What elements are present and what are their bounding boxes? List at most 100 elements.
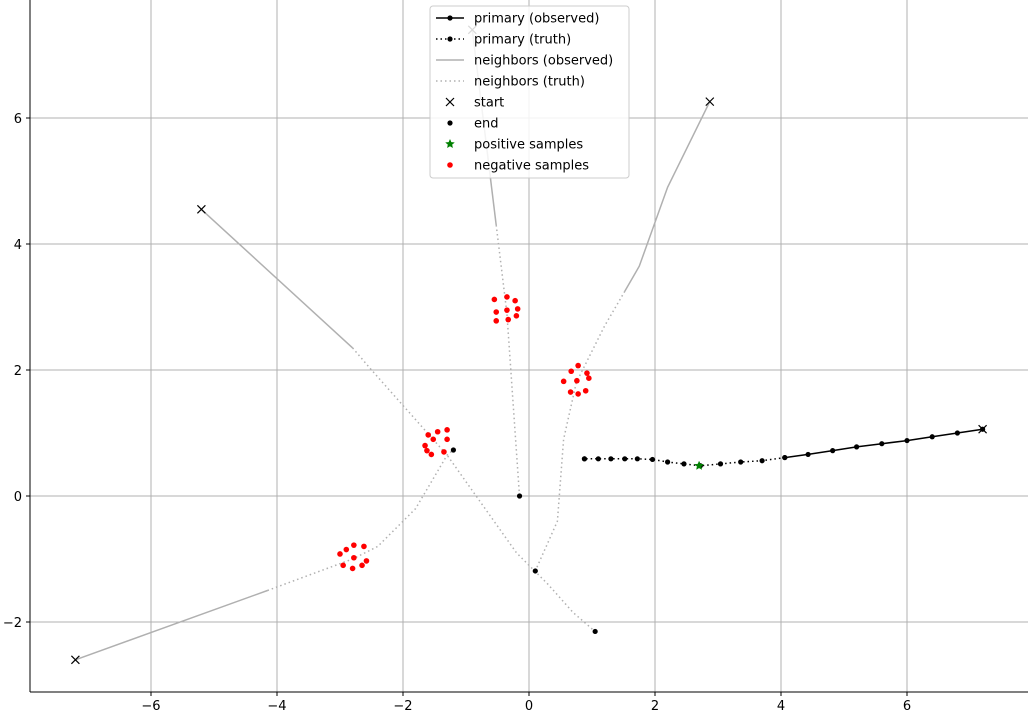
x-stroke	[445, 97, 455, 107]
x-tick-label: −4	[267, 699, 286, 714]
x-tick-label: −6	[141, 699, 160, 714]
negative-sample-point	[349, 565, 356, 572]
negative-sample-point	[575, 362, 581, 369]
primary-end-marker	[581, 456, 588, 462]
x-tick-label: 6	[903, 699, 911, 714]
negative-sample-point	[568, 368, 575, 375]
legend-label: primary (observed)	[474, 12, 599, 27]
negative-sample-point	[504, 294, 510, 300]
legend-dot-icon	[447, 120, 453, 126]
neighbor-truth-line	[495, 225, 521, 497]
negative-sample-point	[586, 375, 592, 381]
neighbor-truth-line	[534, 290, 626, 572]
neighbor-end-marker	[532, 568, 538, 574]
primary-point	[595, 456, 601, 462]
legend-dot-icon	[447, 36, 453, 42]
primary-point	[954, 430, 961, 436]
neighbor-observed-line	[75, 589, 268, 661]
primary-point	[717, 461, 724, 467]
x-tick-label: 0	[525, 699, 533, 714]
legend-entry: neighbors (truth)	[436, 75, 585, 90]
y-tick-label: 4	[14, 238, 22, 253]
x-stroke	[196, 204, 206, 214]
legend-label: end	[474, 117, 499, 132]
negative-sample-point	[567, 389, 574, 395]
primary-point	[805, 451, 811, 458]
neighbor-start-marker	[196, 204, 206, 214]
primary-point	[854, 444, 860, 450]
x-stroke	[978, 424, 988, 434]
legend-box	[429, 5, 630, 179]
negative-sample-point	[340, 562, 346, 569]
tick-labels: −6 −4 −2 0 2 4 6 −2 0 2 4 6	[3, 112, 911, 714]
negative-sample-point	[514, 306, 521, 312]
negative-sample-point	[441, 449, 447, 455]
negative-sample-point	[444, 427, 450, 433]
neighbor-truth-line	[352, 347, 596, 633]
neighbor-start-marker	[70, 655, 80, 665]
negative-sample-point	[584, 370, 590, 376]
legend-label: neighbors (truth)	[474, 75, 585, 90]
negative-sample-point	[363, 558, 370, 564]
primary-point	[649, 456, 656, 463]
negative-sample-point	[493, 318, 500, 324]
positive-sample-star	[694, 460, 705, 470]
legend-label: positive samples	[474, 138, 583, 153]
legend-entry: start	[445, 96, 504, 111]
negative-sample-point	[493, 309, 500, 315]
primary-point	[665, 459, 671, 465]
y-tick-label: 0	[14, 490, 22, 505]
negative-sample-point	[505, 316, 512, 323]
legend-label: start	[474, 96, 504, 111]
negative-sample-point	[337, 551, 343, 557]
negative-sample-point	[574, 377, 580, 384]
negative-sample-point	[575, 391, 581, 397]
neighbor-observed-line	[200, 208, 354, 349]
negative-sample-point	[359, 562, 365, 569]
negative-sample-point	[444, 436, 450, 443]
primary-point	[929, 434, 935, 440]
legend-entry: positive samples	[445, 138, 583, 153]
legend-dot-icon	[447, 15, 453, 21]
x-tick-label: −2	[393, 699, 412, 714]
legend-entry: negative samples	[447, 159, 589, 174]
negative-sample-point	[422, 442, 428, 449]
neighbor-end-marker	[592, 628, 598, 635]
plot-area	[70, 25, 988, 665]
neighbor-truth-line	[267, 449, 454, 592]
y-tick-label: 2	[14, 364, 22, 379]
primary-point	[782, 454, 788, 461]
x-tick-label: 2	[651, 699, 659, 714]
negative-sample-point	[513, 313, 520, 319]
primary-start-marker	[978, 424, 988, 434]
legend-star-icon	[445, 138, 455, 149]
legend-entry: end	[447, 117, 499, 132]
x-tick-label: 4	[777, 699, 785, 714]
x-stroke	[70, 655, 80, 665]
neighbor-start-marker	[705, 97, 715, 107]
neighbor-end-marker	[516, 493, 523, 499]
negative-sample-point	[425, 432, 432, 438]
y-tick-label: −2	[3, 616, 22, 631]
negative-sample-point	[351, 542, 357, 548]
neighbor-end-marker	[450, 447, 456, 453]
legend-label: negative samples	[474, 159, 589, 174]
primary-point	[622, 456, 628, 462]
legend-entry: primary (observed)	[436, 12, 599, 27]
negative-sample-point	[351, 554, 357, 561]
primary-point	[634, 456, 640, 462]
primary-point	[681, 461, 687, 467]
legend-x-icon	[445, 97, 455, 107]
negative-sample-point	[428, 451, 435, 458]
neighbor-observed-line	[624, 101, 711, 292]
negative-sample-point	[424, 447, 430, 454]
negative-sample-point	[582, 387, 589, 394]
grid-lines	[30, 0, 1028, 692]
primary-point	[608, 456, 614, 462]
negative-sample-point	[361, 543, 367, 550]
negative-sample-point	[430, 436, 437, 443]
legend-entry: neighbors (observed)	[436, 54, 613, 69]
y-tick-label: 6	[14, 112, 22, 127]
primary-point	[879, 441, 885, 447]
